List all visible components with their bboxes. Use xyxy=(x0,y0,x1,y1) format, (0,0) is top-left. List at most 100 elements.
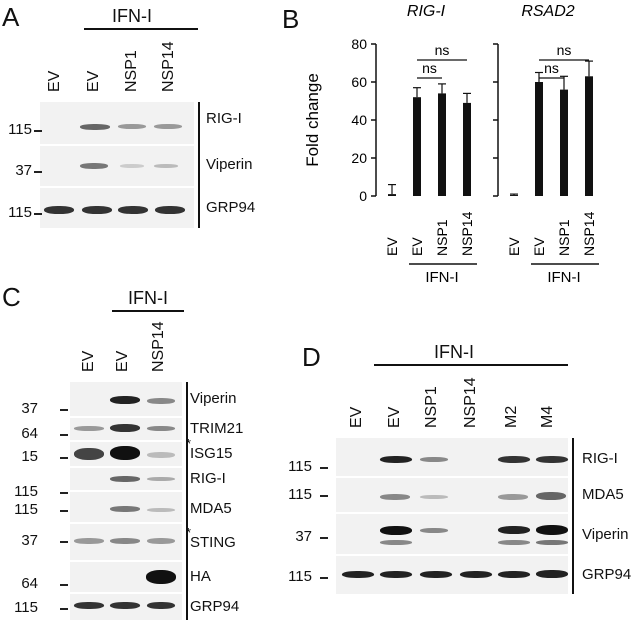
panel-a-treatment-line xyxy=(84,28,198,30)
band xyxy=(536,540,568,545)
panel-d-lane-2: EV xyxy=(386,406,403,428)
panel-c-protein-5: MDA5 xyxy=(190,500,232,517)
band xyxy=(118,124,146,129)
band xyxy=(154,164,178,168)
chart-title-2: RSAD2 xyxy=(521,3,574,20)
band xyxy=(420,528,448,533)
panel-d-lane-5: M2 xyxy=(503,405,520,428)
panel-b-plot-area: Fold change 0 20 40 60 80 RIG-I EV EV NSP1 NSP14 ns… xyxy=(303,3,599,286)
panel-d-label: D xyxy=(302,342,321,372)
panel-c-protein-1: Viperin xyxy=(190,390,237,407)
band xyxy=(498,526,530,534)
band xyxy=(380,494,410,500)
panel-d-blot-rig-i xyxy=(336,438,568,476)
band xyxy=(74,538,104,544)
mw-tick xyxy=(60,457,68,459)
band xyxy=(147,602,175,609)
panel-a-treatment: IFN-I xyxy=(112,6,152,26)
panel-c-lane-2: EV xyxy=(114,350,131,372)
panel-c-label: C xyxy=(2,282,21,312)
band xyxy=(380,540,412,545)
bar xyxy=(535,82,543,196)
bar xyxy=(438,93,446,196)
band xyxy=(380,571,412,578)
panel-c-lane-1: EV xyxy=(80,350,97,372)
lane-label: NSP1 xyxy=(434,219,450,256)
band xyxy=(147,538,175,544)
panel-c-protein-3: ISG15 xyxy=(190,445,233,462)
panel-d-blot-viperin xyxy=(336,514,568,554)
band xyxy=(110,538,140,544)
y-tick-label: 20 xyxy=(351,150,367,166)
y-axis-label: Fold change xyxy=(303,73,322,167)
comparison-label: ns xyxy=(544,60,559,76)
lane-label: EV xyxy=(409,237,425,256)
y-tick-label: 0 xyxy=(359,188,367,204)
panel-c-mw-3: 15 xyxy=(21,448,38,465)
band xyxy=(380,526,412,535)
panel-b-label: B xyxy=(282,4,300,34)
panel-c-protein-6: STING xyxy=(190,534,236,551)
band xyxy=(110,476,140,482)
comparison-label: ns xyxy=(435,42,450,58)
band xyxy=(155,206,185,214)
lane-label: EV xyxy=(384,237,400,256)
band xyxy=(420,495,448,499)
y-tick-label: 60 xyxy=(351,74,367,90)
bar xyxy=(510,195,518,196)
panel-d-bracket xyxy=(572,438,574,594)
panel-a-lane-1: EV xyxy=(46,70,63,92)
treatment-label-2: IFN-I xyxy=(547,269,580,286)
lane-label: NSP14 xyxy=(459,211,475,256)
panel-a-protein-3: GRP94 xyxy=(206,199,256,216)
panel-c-mw-6: 37 xyxy=(21,532,38,549)
bar xyxy=(560,89,568,196)
panel-c-protein-8: GRP94 xyxy=(190,598,240,615)
panel-d-treatment-line xyxy=(374,364,568,366)
lane-label: EV xyxy=(506,237,522,256)
mw-tick xyxy=(320,495,328,497)
panel-c-protein-7: HA xyxy=(190,568,211,585)
bar xyxy=(388,194,396,196)
mw-tick xyxy=(60,409,68,411)
band xyxy=(536,570,568,578)
band xyxy=(147,426,175,431)
panel-d-blot-mda5 xyxy=(336,478,568,512)
lane-label: NSP1 xyxy=(556,219,572,256)
y-tick-label: 80 xyxy=(351,36,367,52)
panel-d-lane-4: NSP14 xyxy=(462,377,479,428)
band xyxy=(118,206,148,214)
band xyxy=(420,457,448,462)
chart-title-1: RIG-I xyxy=(407,3,446,20)
band xyxy=(147,508,175,512)
comparison-label: ns xyxy=(422,60,437,76)
panel-c-protein-4: RIG-I xyxy=(190,470,226,487)
panel-a-label: A xyxy=(2,2,20,32)
mw-tick xyxy=(60,541,68,543)
band xyxy=(82,206,112,214)
mw-tick xyxy=(34,171,42,173)
mw-tick xyxy=(60,510,68,512)
panel-d-treatment: IFN-I xyxy=(434,342,474,362)
panel-b-chart: Fold change 0 20 40 60 80 RIG-I EV EV NSP1 NSP14 ns… xyxy=(303,3,599,286)
panel-c-star-2: * xyxy=(186,525,192,540)
panel-a-lane-2: EV xyxy=(85,70,102,92)
panel-a-blot-rig-i xyxy=(40,102,194,144)
lane-label: NSP14 xyxy=(581,211,597,256)
band xyxy=(460,571,492,578)
band xyxy=(110,424,140,432)
panel-c-mw-1: 37 xyxy=(21,400,38,417)
bar xyxy=(413,97,421,196)
panel-c-mw-4: 115 xyxy=(14,483,38,500)
band xyxy=(110,396,140,404)
band xyxy=(498,540,530,545)
panel-a-lane-4: NSP14 xyxy=(160,41,177,92)
band xyxy=(342,571,374,578)
lane-label: EV xyxy=(531,237,547,256)
band xyxy=(147,452,175,458)
comparison-label: ns xyxy=(557,42,572,58)
mw-tick xyxy=(34,130,42,132)
panel-a-bracket xyxy=(198,102,200,228)
band xyxy=(154,124,182,129)
panel-c-mw-7: 64 xyxy=(21,575,38,592)
